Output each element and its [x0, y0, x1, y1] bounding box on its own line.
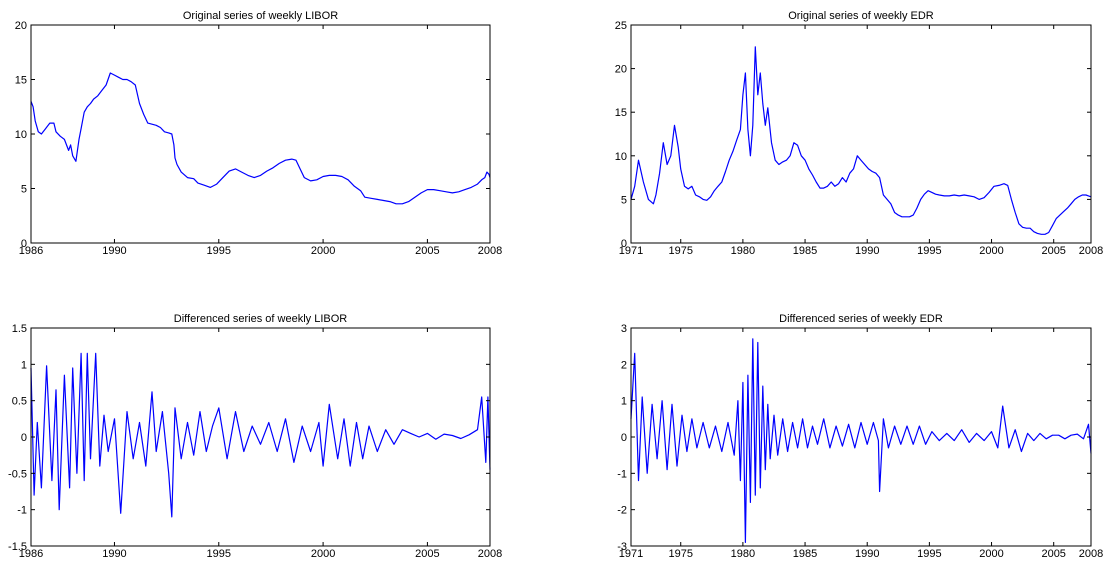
x-tick-label: 1990 [855, 245, 879, 257]
x-tick-label: 2008 [478, 548, 502, 560]
y-tick-label: 5 [21, 184, 27, 196]
y-tick-label: 10 [615, 151, 627, 163]
x-tick-label: 1975 [668, 548, 692, 560]
y-tick-label: 0 [21, 432, 27, 444]
x-tick-label: 1986 [19, 245, 43, 257]
y-tick-label: 20 [15, 20, 27, 32]
x-tick-label: 1995 [207, 548, 231, 560]
series-line [30, 352, 491, 518]
x-tick-label: 2005 [1041, 245, 1065, 257]
x-tick-label: 2000 [979, 548, 1003, 560]
x-tick-label: 1995 [207, 245, 231, 257]
x-tick-label: 2008 [1079, 245, 1103, 257]
y-tick-label: 3 [621, 323, 627, 335]
x-tick-label: 1971 [619, 548, 643, 560]
chart-edr-differenced: 1971 1975 1980 1985 1990 1995 2000 2005 2008 -3 -2… [617, 313, 1103, 560]
y-tick-label: -2 [617, 505, 627, 517]
x-tick-label: 1990 [855, 548, 879, 560]
axes-box [30, 24, 491, 244]
y-tick-label: -1 [17, 505, 27, 517]
x-tick-label: 1980 [731, 548, 755, 560]
y-tick-label: 1.5 [12, 323, 27, 335]
chart-title: Original series of weekly EDR [788, 10, 934, 22]
x-tick-label: 2008 [1079, 548, 1103, 560]
y-tick-label: 0 [21, 238, 27, 250]
x-tick-label: 1990 [102, 548, 126, 560]
y-tick-label: -0.5 [8, 468, 27, 480]
y-tick-label: 15 [15, 75, 27, 87]
x-tick-label: 1971 [619, 245, 643, 257]
y-tick-label: 10 [15, 129, 27, 141]
y-tick-label: 1 [21, 359, 27, 371]
y-tick-label: 0 [621, 238, 627, 250]
y-tick-label: 2 [621, 359, 627, 371]
chart-libor-original: 1986 1990 1995 2000 2005 2008 0 5 10 15 20 Original… [15, 10, 502, 257]
x-tick-label: 2008 [478, 245, 502, 257]
x-tick-label: 1980 [731, 245, 755, 257]
y-tick-label: -3 [617, 541, 627, 553]
chart-title: Differenced series of weekly LIBOR [174, 313, 347, 325]
x-tick-label: 1986 [19, 548, 43, 560]
x-tick-label: 1975 [668, 245, 692, 257]
x-tick-label: 1985 [793, 548, 817, 560]
y-tick-label: -1.5 [8, 541, 27, 553]
axes-box [30, 327, 491, 547]
y-tick-label: 5 [621, 194, 627, 206]
x-tick-label: 1995 [917, 548, 941, 560]
x-tick-label: 1990 [102, 245, 126, 257]
y-tick-label: 20 [615, 64, 627, 76]
chart-title: Differenced series of weekly EDR [779, 313, 943, 325]
x-tick-label: 2000 [979, 245, 1003, 257]
series-line [630, 46, 1092, 235]
x-tick-label: 2005 [415, 548, 439, 560]
x-tick-label: 1985 [793, 245, 817, 257]
y-tick-label: 25 [615, 20, 627, 32]
chart-edr-original: 1971 1975 1980 1985 1990 1995 2000 2005 2008 0 5 10… [615, 10, 1103, 257]
x-tick-label: 1995 [917, 245, 941, 257]
y-tick-label: 15 [615, 107, 627, 119]
series-line [30, 72, 491, 205]
x-tick-label: 2000 [311, 245, 335, 257]
y-tick-label: 1 [621, 396, 627, 408]
chart-libor-differenced: 1986 1990 1995 2000 2005 2008 -1.5 -1 -0.5 0 0.5 1 1… [8, 313, 502, 560]
y-tick-label: 0 [621, 432, 627, 444]
series-line [630, 338, 1092, 543]
axes-box [630, 24, 1092, 244]
x-tick-label: 2005 [1041, 548, 1065, 560]
x-tick-label: 2000 [311, 548, 335, 560]
y-tick-label: -1 [617, 468, 627, 480]
chart-title: Original series of weekly LIBOR [183, 10, 338, 22]
y-tick-label: 0.5 [12, 396, 27, 408]
x-tick-label: 2005 [415, 245, 439, 257]
